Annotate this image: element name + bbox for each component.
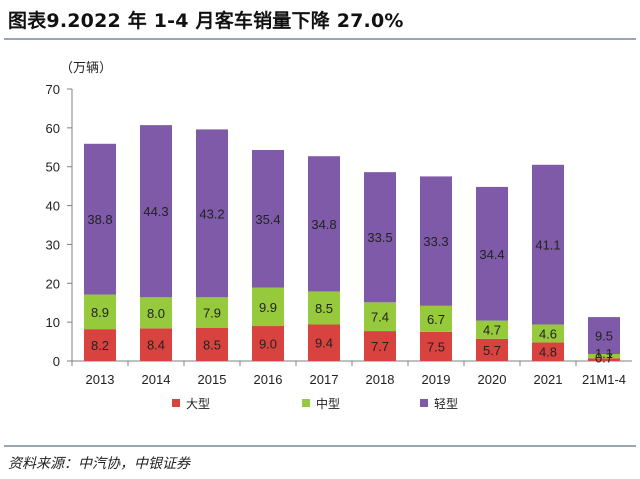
data-label: 41.1	[535, 238, 560, 253]
bar-segment-中型	[588, 354, 620, 359]
y-tick-label: 20	[46, 276, 60, 291]
chart-axes: （万辆） 0 10 20 30 40 50 60 70 2013 2014 2015 2016 2017 2…	[46, 61, 632, 387]
bar-segment-中型	[252, 287, 284, 327]
bar-segment-轻型	[252, 150, 284, 288]
bar-segment-大型	[420, 331, 452, 361]
data-label: 6.7	[427, 312, 445, 327]
legend-label: 大型	[186, 397, 210, 411]
data-label: 33.3	[423, 234, 448, 249]
data-label: 4.6	[539, 326, 557, 341]
bar-segment-大型	[252, 326, 284, 361]
x-tick-label: 2021	[534, 372, 563, 387]
data-label: 7.7	[371, 339, 389, 354]
data-label: 8.4	[147, 338, 165, 353]
data-label: 8.2	[91, 338, 109, 353]
bar-segment-轻型	[364, 172, 396, 303]
x-tick-label: 2013	[86, 372, 115, 387]
stacked-bar-chart: （万辆） 0 10 20 30 40 50 60 70 2013 2014 2015 2016 2017 2…	[46, 61, 632, 411]
data-label: 7.9	[203, 306, 221, 321]
bar-segment-中型	[84, 294, 116, 330]
x-tick-label: 2017	[310, 372, 339, 387]
legend-swatch	[172, 399, 180, 407]
bar-segment-中型	[140, 297, 172, 329]
data-label: 43.2	[199, 206, 224, 221]
data-label: 7.4	[371, 310, 389, 325]
data-label: 33.5	[367, 230, 392, 245]
x-tick-label: 2016	[254, 372, 283, 387]
bar-segment-轻型	[84, 143, 116, 295]
y-tick-label: 50	[46, 160, 60, 175]
chart-legend: 大型 中型 轻型	[172, 396, 458, 411]
bar-segment-中型	[364, 302, 396, 332]
bar-segment-大型	[84, 329, 116, 361]
y-tick-label: 60	[46, 121, 60, 136]
chart-segment-labels: 8.2 8.9 38.8 8.4 8.0 44.3 8.5 7.9 43.2 9.0 9.9 35.4…	[87, 204, 613, 365]
y-tick-label: 70	[46, 82, 60, 97]
bar-segment-大型	[140, 328, 172, 361]
data-label: 7.5	[427, 339, 445, 354]
y-tick-label: 0	[53, 354, 60, 369]
bar-segment-中型	[308, 291, 340, 325]
y-unit-label: （万辆）	[60, 61, 112, 76]
bar-segment-轻型	[532, 164, 564, 325]
legend-label: 中型	[316, 396, 340, 411]
source-note: 资料来源：中汽协，中银证券	[8, 456, 190, 472]
bar-segment-大型	[196, 327, 228, 361]
bar-segment-轻型	[420, 176, 452, 306]
chart-bars	[84, 125, 620, 361]
bar-segment-大型	[532, 342, 564, 361]
data-label: 1.1	[595, 346, 613, 361]
title-divider	[4, 38, 636, 40]
y-tick-label: 30	[46, 237, 60, 252]
bar-segment-中型	[532, 324, 564, 343]
legend-swatch	[420, 399, 428, 407]
bar-segment-大型	[476, 338, 508, 361]
data-label: 4.8	[539, 345, 557, 360]
bar-segment-大型	[364, 331, 396, 361]
footer-divider	[4, 445, 636, 447]
x-tick-label: 2014	[142, 372, 171, 387]
legend-label: 轻型	[434, 397, 458, 411]
bar-segment-中型	[420, 305, 452, 332]
data-label: 9.5	[595, 329, 613, 344]
data-label: 4.7	[483, 323, 501, 338]
bar-segment-大型	[588, 358, 620, 361]
bar-segment-轻型	[308, 156, 340, 292]
data-label: 9.0	[259, 337, 277, 352]
x-tick-label: 2015	[198, 372, 227, 387]
data-label: 34.4	[479, 247, 504, 262]
bar-segment-中型	[476, 320, 508, 339]
x-tick-label: 21M1-4	[582, 372, 626, 387]
data-label: 34.8	[311, 217, 336, 232]
data-label: 5.7	[483, 343, 501, 358]
bar-segment-轻型	[196, 129, 228, 298]
bar-segment-轻型	[476, 186, 508, 321]
data-label: 44.3	[143, 204, 168, 219]
data-label: 8.9	[91, 305, 109, 320]
bar-segment-大型	[308, 324, 340, 361]
y-tick-label: 40	[46, 199, 60, 214]
data-label: 0.7	[595, 350, 613, 365]
data-label: 8.5	[315, 301, 333, 316]
bar-segment-轻型	[588, 317, 620, 355]
data-label: 8.0	[147, 306, 165, 321]
data-label: 38.8	[87, 212, 112, 227]
legend-swatch	[302, 399, 310, 407]
data-label: 8.5	[203, 337, 221, 352]
x-tick-label: 2018	[366, 372, 395, 387]
data-label: 35.4	[255, 212, 280, 227]
chart-title: 图表9.2022 年 1-4 月客车销量下降 27.0%	[8, 10, 404, 32]
x-tick-label: 2019	[422, 372, 451, 387]
y-tick-label: 10	[46, 315, 60, 330]
data-label: 9.9	[259, 300, 277, 315]
bar-segment-轻型	[140, 125, 172, 298]
bar-segment-中型	[196, 297, 228, 328]
data-label: 9.4	[315, 336, 333, 351]
x-tick-label: 2020	[478, 372, 507, 387]
